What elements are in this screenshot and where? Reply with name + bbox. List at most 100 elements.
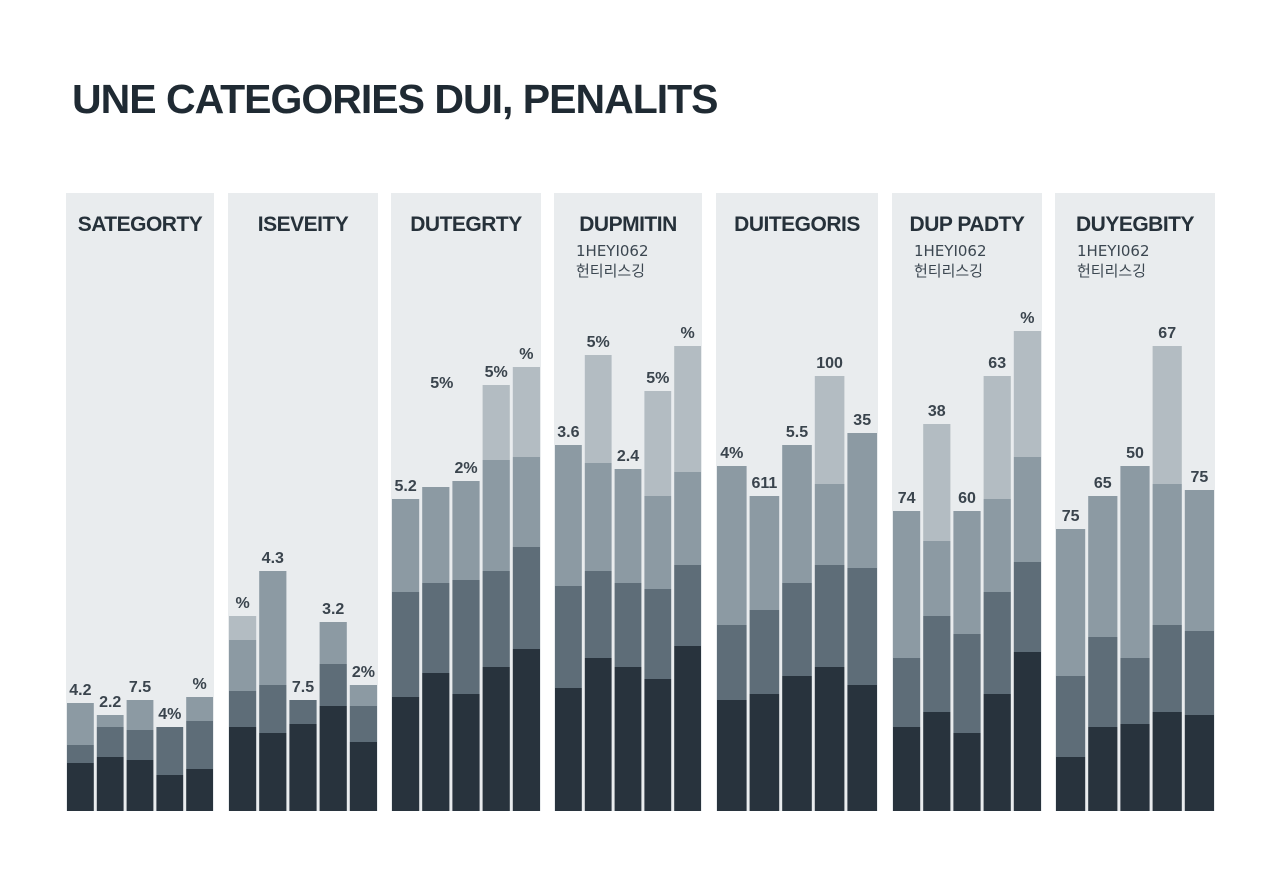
- bar-segment: [422, 673, 450, 811]
- bar-plot: 4% 611 5.5 100 35: [717, 355, 877, 811]
- bar-segment: [555, 688, 582, 811]
- bar-segment: [96, 715, 124, 727]
- stacked-bar: [186, 697, 213, 811]
- bar-segment: [512, 547, 540, 649]
- bar-segment: [422, 487, 450, 583]
- bar-value-label: 38: [928, 403, 946, 420]
- bar-value-label: 5%: [646, 370, 669, 387]
- stacked-bar: [349, 685, 377, 811]
- bar-segment: [644, 391, 672, 496]
- bar-segment: [452, 580, 480, 694]
- bar-segment: [893, 658, 921, 727]
- bar-segment: [584, 463, 612, 571]
- stacked-bar: [749, 496, 780, 811]
- bar-segment: [319, 706, 347, 811]
- bar-segment: [923, 616, 951, 712]
- bar-segment: [614, 583, 642, 667]
- stacked-bar: [814, 376, 845, 811]
- panel-subtitle-line: 헌티리스깅: [1077, 262, 1147, 280]
- bar-segment: [482, 667, 510, 811]
- bar-segment: [847, 433, 877, 568]
- bar-segment: [953, 634, 981, 733]
- chart-panel: DUP PADTY 1HEYI062 헌티리스깅 74 38 60 63%: [892, 193, 1042, 811]
- bar-value-label: %: [519, 346, 533, 363]
- bar-segment: [1184, 631, 1214, 715]
- bar-segment: [126, 730, 154, 760]
- bar-segment: [1152, 484, 1182, 625]
- chart-title: UNE CATEGORIES DUI, PENALITS: [72, 76, 719, 122]
- bar-segment: [614, 469, 642, 583]
- bar-value-label: 74: [898, 490, 916, 507]
- panel-title: SATEGORTY: [77, 213, 203, 236]
- bar-value-label: 50: [1126, 445, 1144, 462]
- panel-title: ISEVEITY: [257, 213, 349, 236]
- bar-segment: [96, 727, 124, 757]
- bar-segment: [1056, 676, 1086, 757]
- bar-segment: [555, 445, 582, 586]
- bar-value-label: 65: [1094, 475, 1112, 492]
- bar-segment: [1013, 562, 1041, 652]
- bar-value-label: 3.6: [557, 424, 579, 441]
- bar-segment: [229, 640, 257, 691]
- bar-value-label: %: [192, 676, 206, 693]
- stacked-bar: [983, 376, 1011, 811]
- bar-segment: [893, 511, 921, 658]
- bar-value-label: 7.5: [129, 679, 151, 696]
- bar-segment: [923, 541, 951, 616]
- chart-panel: ISEVEITY% 4.3 7.5 3.2 2%: [228, 193, 378, 811]
- bar-segment: [983, 592, 1011, 694]
- panel-title: DUITEGORIS: [734, 213, 860, 236]
- stacked-bar: [1184, 490, 1214, 811]
- panel-subtitle-line: 1HEYI062: [1077, 242, 1150, 260]
- bar-segment: [156, 775, 184, 811]
- bar-segment: [186, 721, 213, 769]
- bar-value-label: 2.2: [99, 694, 121, 711]
- chart-panel: DUITEGORIS 4% 611 5.5 100 35: [716, 193, 878, 811]
- bar-segment: [349, 706, 377, 742]
- bar-value-label: 2.4: [617, 448, 639, 465]
- bar-value-label: 67: [1158, 325, 1176, 342]
- bar-segment: [717, 625, 747, 700]
- bar-segment: [1184, 490, 1214, 631]
- stacked-bar: [96, 715, 124, 811]
- bar-segment: [482, 571, 510, 667]
- bar-segment: [814, 376, 845, 484]
- bar-segment: [156, 727, 184, 775]
- stacked-bar: [674, 346, 701, 811]
- bar-segment: [349, 742, 377, 811]
- panel-subtitle: 1HEYI062 헌티리스깅: [914, 241, 987, 281]
- bar-segment: [1013, 457, 1041, 562]
- bar-segment: [319, 622, 347, 664]
- bar-segment: [186, 769, 213, 811]
- bar-segment: [584, 571, 612, 658]
- bar-segment: [923, 712, 951, 811]
- bar-value-label: 4.3: [262, 550, 284, 567]
- bar-segment: [1013, 652, 1041, 811]
- bar-plot: 3.6 5% 2.4 5%%: [555, 325, 701, 811]
- stacked-bar: [717, 466, 747, 811]
- bar-plot: 5.2 2% 5%% 5%: [392, 346, 540, 811]
- bar-segment: [782, 676, 812, 811]
- bar-segment: [814, 667, 845, 811]
- bar-segment: [923, 424, 951, 541]
- bar-segment: [1152, 625, 1182, 712]
- bar-value-label: 5%: [587, 334, 610, 351]
- panel-title: DUP PADTY: [909, 213, 1025, 236]
- bar-value-label: 35: [853, 412, 871, 429]
- bar-segment: [555, 586, 582, 688]
- stacked-bar: [1152, 346, 1182, 811]
- stacked-bar: [259, 571, 287, 811]
- bar-value-label: 2%: [454, 460, 477, 477]
- bar-segment: [614, 667, 642, 811]
- bar-value-label: 63: [988, 355, 1006, 372]
- panel-subtitle-line: 헌티리스깅: [914, 262, 984, 280]
- bar-segment: [126, 700, 154, 730]
- bar-segment: [259, 571, 287, 685]
- bar-value-label: %: [680, 325, 694, 342]
- bar-segment: [349, 685, 377, 706]
- stacked-bar: [422, 487, 450, 811]
- bar-segment: [983, 376, 1011, 499]
- chart-panel: DUYEGBITY 1HEYI062 헌티리스깅 75 65 50 67 75: [1055, 193, 1215, 811]
- stacked-bar: [67, 703, 94, 811]
- bar-value-label: 2%: [352, 664, 375, 681]
